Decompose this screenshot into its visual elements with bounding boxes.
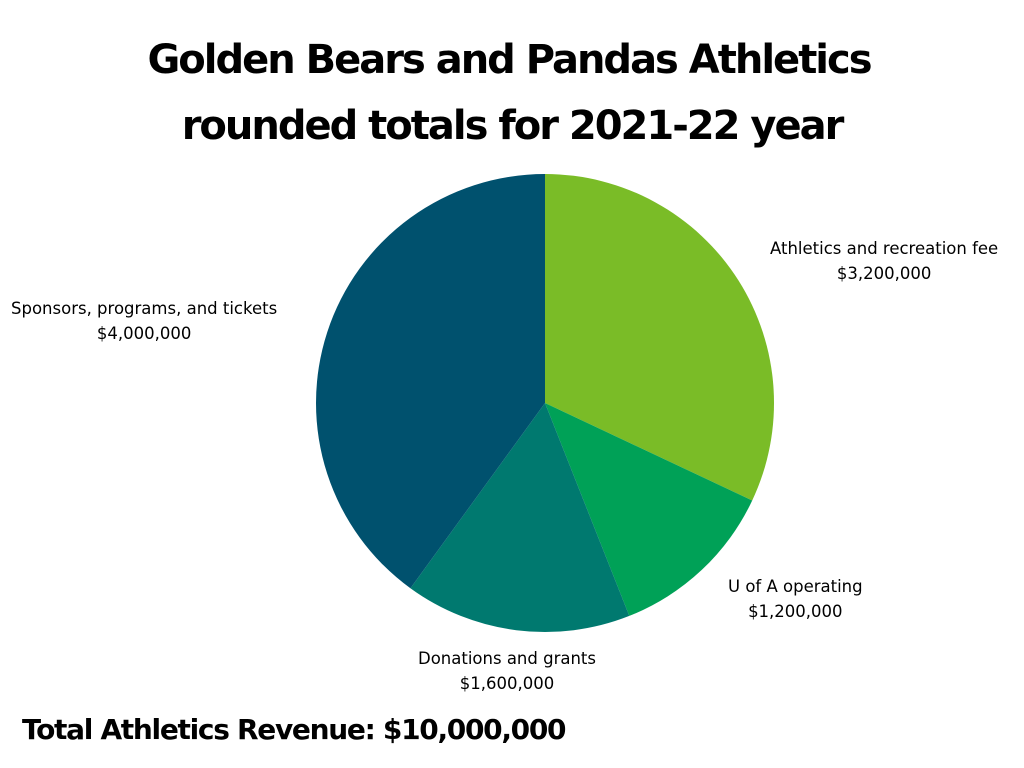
slice-label-donations-name: Donations and grants	[418, 649, 596, 668]
slice-label-sponsors-name: Sponsors, programs, and tickets	[11, 299, 278, 318]
pie-slice-donations	[410, 403, 630, 632]
slice-label-athletics-fee-value: $3,200,000	[836, 264, 932, 283]
slice-label-sponsors: Sponsors, programs, and tickets $4,000,0…	[11, 296, 277, 346]
slice-label-donations: Donations and grants $1,600,000	[418, 646, 596, 696]
slice-label-uofa-operating-value: $1,200,000	[748, 602, 843, 621]
slice-label-athletics-fee: Athletics and recreation fee $3,200,000	[770, 236, 998, 286]
chart-title-line-2: rounded totals for 2021-22 year	[181, 103, 845, 149]
slice-label-uofa-operating-name: U of A operating	[728, 577, 863, 596]
pie-slice-sponsors	[316, 174, 545, 589]
pie-slice-athletics-fee	[545, 174, 775, 501]
slice-label-donations-value: $1,600,000	[459, 674, 555, 693]
slice-label-athletics-fee-name: Athletics and recreation fee	[770, 239, 999, 258]
total-revenue-label: Total Athletics Revenue: $10,000,000	[22, 713, 567, 746]
chart-title-line-1: Golden Bears and Pandas Athletics	[147, 37, 872, 83]
pie-slice-uofa-operating	[545, 403, 753, 616]
slice-label-sponsors-value: $4,000,000	[96, 324, 192, 343]
slice-label-uofa-operating: U of A operating $1,200,000	[728, 574, 863, 624]
